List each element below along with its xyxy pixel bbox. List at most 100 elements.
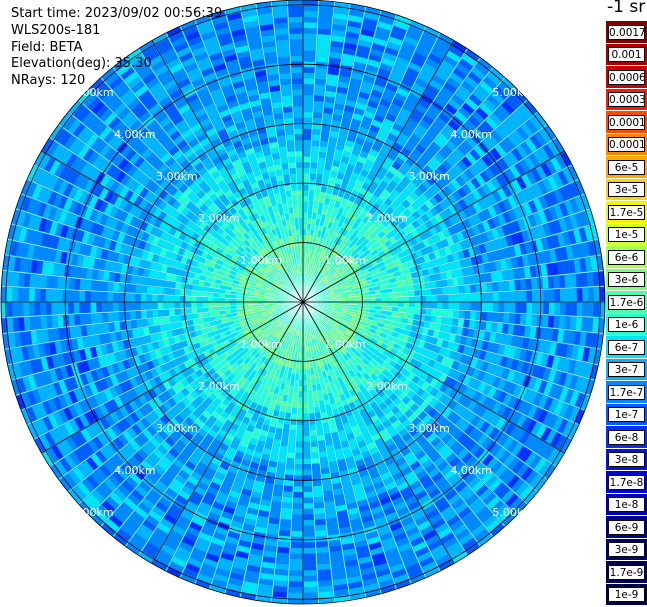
range-gate <box>346 274 353 280</box>
range-gate <box>343 422 351 430</box>
range-gate <box>442 309 449 317</box>
range-gate <box>423 530 437 541</box>
range-gate <box>310 229 315 236</box>
range-gate <box>328 57 341 65</box>
range-gate <box>535 165 547 180</box>
range-gate <box>378 280 386 286</box>
range-gate <box>98 391 109 403</box>
range-gate <box>386 268 394 275</box>
range-gate <box>344 36 358 45</box>
range-gate <box>518 325 526 337</box>
range-gate <box>444 103 458 115</box>
range-gate <box>382 259 390 266</box>
range-gate <box>435 554 451 566</box>
range-gate <box>465 439 477 452</box>
range-gate <box>79 290 86 302</box>
range-gate <box>427 236 436 245</box>
range-gate <box>392 142 404 152</box>
range-gate <box>367 397 376 405</box>
range-gate <box>362 164 372 173</box>
range-gate <box>345 140 355 148</box>
range-gate <box>349 234 356 241</box>
range-gate <box>88 395 99 408</box>
range-gate <box>315 278 320 284</box>
range-gate <box>353 142 363 151</box>
range-gate <box>170 343 178 352</box>
range-gate <box>364 110 375 120</box>
range-gate <box>377 21 392 31</box>
range-gate <box>472 430 484 443</box>
range-gate <box>198 318 205 324</box>
range-gate <box>104 443 116 457</box>
range-gate <box>336 319 343 325</box>
range-gate <box>411 210 421 220</box>
range-gate <box>394 276 402 282</box>
range-gate <box>352 335 360 342</box>
range-gate <box>333 264 339 271</box>
range-gate <box>277 340 283 347</box>
range-gate <box>505 357 514 369</box>
range-gate <box>575 317 583 331</box>
range-gate <box>225 500 237 510</box>
range-gate <box>289 309 295 314</box>
range-gate <box>557 418 569 434</box>
range-gate <box>133 436 145 448</box>
range-gate <box>115 331 123 341</box>
range-gate <box>343 281 350 286</box>
range-gate <box>415 46 430 58</box>
range-gate <box>169 463 181 474</box>
range-gate <box>554 248 563 261</box>
range-gate <box>393 397 402 406</box>
range-gate <box>171 329 179 337</box>
range-gate <box>374 516 387 526</box>
range-gate <box>231 566 246 576</box>
range-gate <box>457 277 465 286</box>
range-gate <box>457 160 468 172</box>
range-gate <box>435 522 449 535</box>
range-gate <box>355 179 364 188</box>
range-gate <box>452 524 467 537</box>
range-gate <box>529 455 542 469</box>
range-gate <box>415 450 426 460</box>
range-gate <box>432 330 440 338</box>
range-gate <box>118 302 125 312</box>
range-gate <box>522 202 533 216</box>
range-gate <box>476 506 490 519</box>
range-gate <box>428 539 443 551</box>
range-gate <box>230 290 237 295</box>
range-gate <box>184 531 198 542</box>
range-gate <box>315 78 326 86</box>
range-gate <box>387 340 395 348</box>
range-gate <box>509 291 516 302</box>
range-gate <box>441 356 450 366</box>
range-gate <box>222 546 236 556</box>
range-gate <box>192 279 199 286</box>
range-gate <box>282 336 287 343</box>
range-gate <box>522 188 533 202</box>
range-gate <box>247 304 253 308</box>
range-gate <box>513 268 520 280</box>
range-gate <box>311 258 315 265</box>
range-gate <box>303 341 306 347</box>
range-gate <box>333 347 340 354</box>
range-gate <box>569 182 580 197</box>
range-gate <box>418 139 430 150</box>
range-gate <box>153 464 166 476</box>
range-gate <box>340 475 351 483</box>
range-gate <box>252 296 259 300</box>
range-gate <box>87 359 96 371</box>
range-gate <box>404 471 416 481</box>
range-gate <box>488 427 500 440</box>
range-gate <box>308 323 312 329</box>
range-gate <box>339 161 348 169</box>
range-gate <box>203 388 212 397</box>
range-gate <box>228 577 243 587</box>
range-gate <box>575 273 583 287</box>
range-gate <box>346 94 358 102</box>
range-gate <box>316 213 322 220</box>
range-gate <box>145 493 158 506</box>
range-gate <box>194 486 206 497</box>
range-gate <box>422 561 437 573</box>
range-gate <box>303 39 316 46</box>
